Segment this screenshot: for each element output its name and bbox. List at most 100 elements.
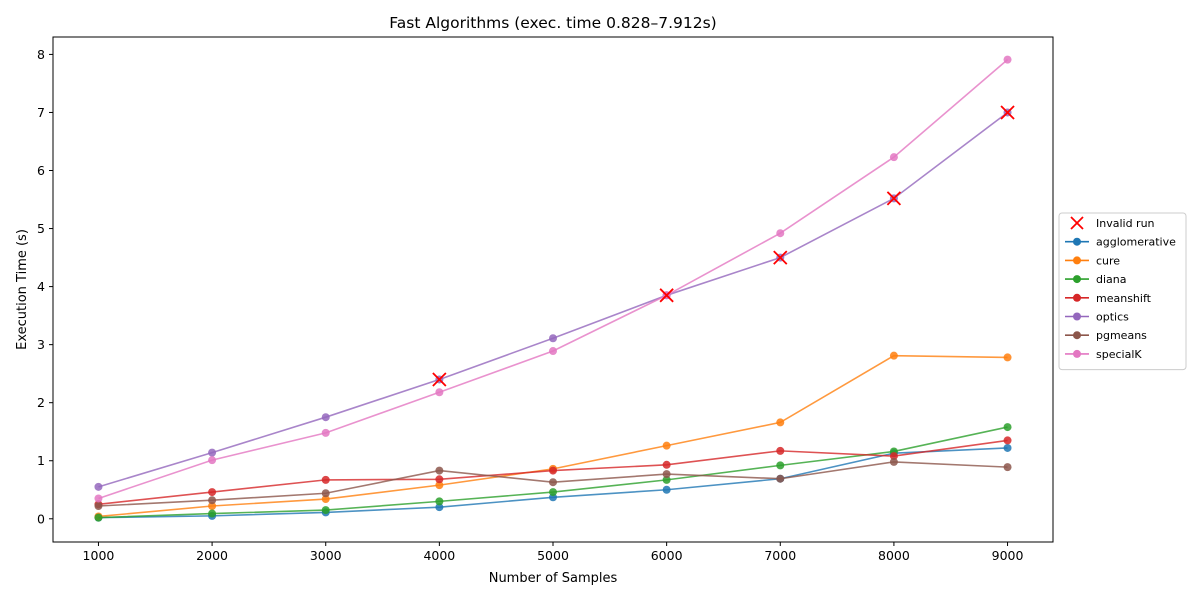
data-point — [1003, 436, 1012, 445]
data-point — [776, 446, 785, 455]
legend-invalid-icon — [1070, 216, 1084, 230]
invalid-x-stroke — [659, 288, 674, 303]
invalid-x-stroke — [886, 191, 902, 206]
y-tick-label: 2 — [37, 395, 45, 410]
x-tick-label: 7000 — [764, 548, 796, 563]
legend-item: specialK — [1065, 348, 1142, 361]
legend-item: meanshift — [1065, 292, 1152, 305]
chart-title: Fast Algorithms (exec. time 0.828–7.912s… — [389, 14, 716, 32]
data-point — [1003, 423, 1012, 432]
legend-marker — [1073, 312, 1081, 321]
legend-label: pgmeans — [1096, 329, 1147, 342]
data-point — [1003, 443, 1012, 452]
legend-box — [1058, 212, 1187, 371]
legend-label: diana — [1096, 273, 1127, 286]
data-point — [208, 448, 217, 457]
plot-layer — [94, 55, 1015, 522]
data-point — [549, 347, 557, 356]
x-tick-label: 2000 — [196, 548, 228, 563]
data-point — [889, 351, 898, 360]
legend-marker — [1073, 349, 1081, 358]
data-point — [435, 503, 444, 512]
invalid-run-marker — [886, 191, 902, 206]
legend-label: Invalid run — [1096, 217, 1155, 230]
data-point — [208, 496, 217, 505]
y-tick-label: 4 — [37, 279, 45, 294]
x-tick-label: 5000 — [537, 548, 569, 563]
data-point — [94, 482, 103, 491]
data-point — [208, 488, 217, 497]
data-point — [1003, 55, 1012, 64]
data-point — [549, 334, 557, 343]
data-point — [321, 506, 330, 515]
data-point — [662, 470, 671, 479]
data-point — [321, 428, 330, 437]
legend-label: optics — [1096, 311, 1129, 324]
legend-item: cure — [1065, 254, 1120, 267]
data-point — [549, 488, 557, 497]
invalid-x-stroke — [773, 250, 788, 265]
legend: Invalid run agglomerative cure diana meanshi… — [1058, 212, 1187, 371]
y-tick-label: 1 — [37, 453, 45, 468]
legend-item: Invalid run — [1070, 216, 1155, 230]
invalid-run-marker — [659, 288, 674, 303]
data-point — [889, 153, 898, 162]
series-diana — [94, 423, 1012, 522]
legend-marker — [1073, 256, 1081, 265]
data-point — [208, 456, 217, 465]
data-point — [94, 502, 103, 511]
y-tick-label: 0 — [37, 511, 45, 526]
legend-label: meanshift — [1096, 292, 1152, 305]
data-point — [662, 475, 671, 484]
data-point — [776, 474, 785, 483]
legend-marker — [1073, 293, 1081, 302]
data-point — [662, 441, 671, 450]
invalid-run-marker — [432, 372, 447, 387]
data-point — [549, 478, 557, 487]
y-axis-label: Execution Time (s) — [15, 229, 30, 350]
legend-label: cure — [1096, 254, 1120, 267]
data-point — [321, 489, 330, 498]
data-point — [776, 229, 785, 238]
x-tick-label: 3000 — [310, 548, 342, 563]
legend-item: diana — [1065, 273, 1127, 286]
data-point — [662, 485, 671, 494]
y-tick-label: 5 — [37, 221, 45, 236]
invalid-run-markers — [432, 105, 1015, 387]
invalid-x-stroke — [1000, 105, 1015, 120]
data-point — [435, 466, 444, 475]
data-point — [94, 494, 103, 503]
data-point — [435, 481, 444, 490]
data-point — [321, 413, 330, 422]
data-point — [435, 475, 444, 484]
x-tick-label: 6000 — [651, 548, 683, 563]
legend-marker — [1073, 331, 1081, 340]
legend-label: specialK — [1096, 348, 1142, 361]
legend-item: optics — [1065, 311, 1129, 324]
y-tick-label: 3 — [37, 337, 45, 352]
legend-marker — [1073, 275, 1081, 284]
data-point — [208, 502, 217, 511]
series-pgmeans — [94, 457, 1012, 511]
data-point — [94, 513, 103, 522]
data-point — [435, 497, 444, 506]
data-point — [1003, 463, 1012, 472]
data-point — [776, 461, 785, 470]
x-tick-label: 1000 — [83, 548, 115, 563]
data-point — [889, 457, 898, 466]
x-tick-label: 4000 — [423, 548, 455, 563]
x-tick-label: 8000 — [878, 548, 910, 563]
data-point — [889, 452, 898, 461]
invalid-run-marker — [773, 250, 788, 265]
legend-label: agglomerative — [1096, 236, 1176, 249]
data-point — [321, 475, 330, 484]
legend-marker — [1073, 237, 1081, 246]
y-tick-label: 8 — [37, 47, 45, 62]
x-tick-label: 9000 — [992, 548, 1024, 563]
data-point — [208, 509, 217, 518]
x-axis-label: Number of Samples — [489, 571, 618, 586]
tick-layer: 1000 2000 3000 4000 5000 6000 7000 8000 9000 0 1 2 3… — [37, 47, 1023, 563]
data-point — [1003, 353, 1012, 362]
